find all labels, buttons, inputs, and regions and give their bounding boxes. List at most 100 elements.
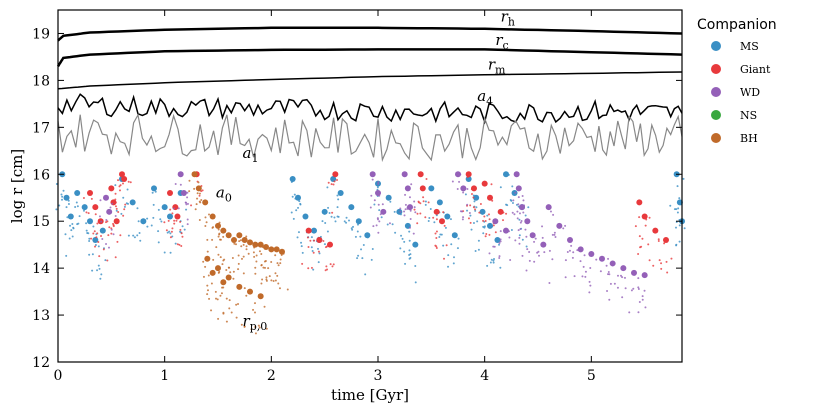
data-point-wd xyxy=(524,218,531,225)
data-point-ms xyxy=(67,203,70,206)
data-point-ms xyxy=(492,261,495,264)
data-point-ms xyxy=(389,200,392,203)
data-point-ms xyxy=(63,194,70,201)
data-point-ms xyxy=(473,200,476,203)
data-point-wd xyxy=(554,235,557,238)
data-point-wd xyxy=(403,214,406,217)
data-point-giant xyxy=(658,259,661,262)
data-point-wd xyxy=(373,199,376,202)
data-point-ms xyxy=(521,238,524,241)
data-point-giant xyxy=(442,211,445,214)
data-point-ms xyxy=(181,225,184,228)
data-point-bh xyxy=(217,235,220,238)
data-point-wd xyxy=(564,224,567,227)
data-point-bh xyxy=(207,274,210,277)
data-point-ms xyxy=(490,258,493,261)
line-a-1 xyxy=(57,113,683,163)
data-point-wd xyxy=(186,218,189,221)
label-r-p-0: rp,0 xyxy=(243,312,268,333)
data-point-giant xyxy=(644,224,647,227)
data-point-bh xyxy=(188,190,191,193)
data-point-ms xyxy=(297,231,300,234)
data-point-ms xyxy=(414,264,417,267)
data-point-ms xyxy=(336,206,339,209)
data-point-ms xyxy=(91,269,94,272)
data-point-giant xyxy=(327,181,330,184)
data-point-giant xyxy=(112,222,115,225)
data-point-giant xyxy=(114,192,117,195)
data-point-wd xyxy=(105,243,108,246)
data-point-ms xyxy=(61,195,64,198)
data-point-bh xyxy=(229,271,232,274)
data-point-giant xyxy=(180,232,183,235)
data-point-wd xyxy=(177,207,180,210)
data-point-giant xyxy=(425,177,428,180)
data-point-wd xyxy=(493,245,496,248)
data-point-ms xyxy=(518,234,521,237)
data-point-bh xyxy=(209,213,216,220)
data-point-ms xyxy=(136,234,139,237)
plot-area xyxy=(55,26,686,335)
data-point-giant xyxy=(422,200,425,203)
data-point-giant xyxy=(169,236,172,239)
data-point-bh xyxy=(261,246,264,249)
data-point-bh xyxy=(195,203,198,206)
data-point-giant xyxy=(169,208,172,211)
data-point-wd xyxy=(414,211,417,214)
data-point-ms xyxy=(291,195,294,198)
data-point-giant xyxy=(435,230,438,233)
data-point-ms xyxy=(345,216,348,219)
data-point-ms xyxy=(404,262,407,265)
data-point-ms xyxy=(302,213,309,220)
data-point-bh xyxy=(279,262,282,265)
data-point-ms xyxy=(115,209,118,212)
data-point-bh xyxy=(263,305,266,308)
data-point-bh xyxy=(211,238,214,241)
data-point-bh xyxy=(254,332,257,335)
data-point-wd xyxy=(548,281,551,284)
data-point-ms xyxy=(297,206,300,209)
data-point-ms xyxy=(133,236,136,239)
data-point-wd xyxy=(541,225,544,228)
data-point-ms xyxy=(486,264,489,267)
data-point-wd xyxy=(498,256,501,259)
data-point-wd xyxy=(588,280,591,283)
data-point-wd xyxy=(370,194,373,197)
data-point-ms xyxy=(71,235,74,238)
data-point-giant xyxy=(422,196,425,199)
data-point-wd xyxy=(376,218,379,221)
data-point-ms xyxy=(161,204,168,211)
data-point-ms xyxy=(96,269,99,272)
data-point-wd xyxy=(412,232,415,235)
data-point-giant xyxy=(639,246,642,249)
data-point-giant xyxy=(172,204,179,211)
data-point-wd xyxy=(98,215,101,218)
data-point-giant xyxy=(96,222,99,225)
data-point-giant xyxy=(317,250,320,253)
data-point-wd xyxy=(641,272,648,279)
data-point-wd xyxy=(631,269,637,276)
data-point-ms xyxy=(337,190,344,197)
data-point-giant xyxy=(465,171,472,178)
data-point-giant xyxy=(96,232,99,235)
data-point-bh xyxy=(267,267,270,270)
data-point-bh xyxy=(202,275,205,278)
data-point-wd xyxy=(499,238,502,241)
data-point-ms xyxy=(100,273,103,276)
data-point-wd xyxy=(466,203,469,206)
data-point-bh xyxy=(204,265,207,268)
data-point-wd xyxy=(103,194,109,201)
data-point-bh xyxy=(260,264,263,267)
data-point-wd xyxy=(518,242,521,245)
data-point-giant xyxy=(107,234,110,237)
data-point-ms xyxy=(321,220,324,223)
data-point-wd xyxy=(459,173,462,176)
data-point-wd xyxy=(570,244,573,247)
data-point-giant xyxy=(470,192,473,195)
data-point-ms xyxy=(120,212,123,215)
data-point-ms xyxy=(290,180,293,183)
data-point-giant xyxy=(167,219,170,222)
data-point-giant xyxy=(122,182,125,185)
data-point-giant xyxy=(118,185,121,188)
data-point-giant xyxy=(171,227,174,230)
